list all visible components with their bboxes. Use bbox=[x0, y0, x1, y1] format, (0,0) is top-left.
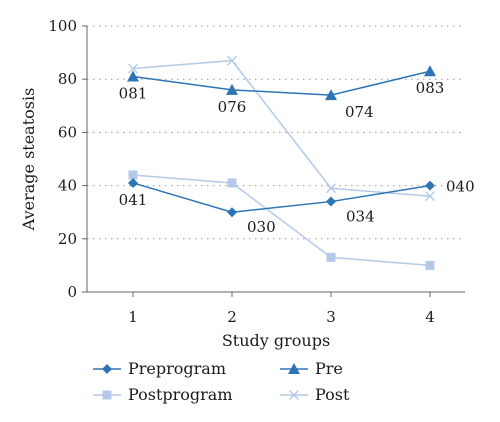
x-axis-title: Study groups bbox=[222, 331, 330, 350]
data-point-postprogram bbox=[227, 178, 237, 188]
data-label: 081 bbox=[119, 85, 148, 103]
series-line-preprogram bbox=[132, 182, 431, 213]
data-point-postprogram bbox=[326, 252, 336, 262]
data-point-postprogram bbox=[425, 260, 435, 270]
legend: Preprogram Postprogram Pre Post bbox=[93, 359, 350, 404]
data-label: 076 bbox=[218, 98, 247, 116]
legend-label: Post bbox=[315, 385, 350, 404]
x-tick-label: 1 bbox=[128, 308, 138, 326]
data-point-preprogram bbox=[128, 177, 138, 188]
data-point-post bbox=[326, 183, 336, 194]
legend-item-postprogram: Postprogram bbox=[93, 385, 233, 404]
x-tick-labels: 1 2 3 4 bbox=[128, 292, 435, 326]
y-tick-label: 100 bbox=[48, 17, 77, 35]
data-labels: 041 030 034 040 081 076 074 083 bbox=[119, 79, 475, 236]
data-point-preprogram bbox=[326, 196, 336, 207]
y-axis-title: Average steatosis bbox=[19, 88, 38, 232]
data-point-pre bbox=[226, 83, 238, 95]
legend-item-preprogram: Preprogram bbox=[93, 359, 226, 378]
gridlines bbox=[82, 25, 465, 293]
data-point-post bbox=[128, 63, 138, 74]
series-pre bbox=[127, 65, 436, 101]
y-tick-labels: 0 20 40 60 80 100 bbox=[48, 17, 77, 301]
data-label: 041 bbox=[119, 191, 148, 209]
series-line-postprogram bbox=[132, 174, 431, 267]
data-label: 040 bbox=[446, 178, 475, 196]
y-tick-label: 0 bbox=[67, 283, 77, 301]
series-postprogram bbox=[128, 170, 435, 270]
data-point-pre bbox=[424, 65, 436, 77]
x-tick-label: 2 bbox=[227, 308, 237, 326]
series-preprogram bbox=[128, 177, 435, 218]
legend-item-post: Post bbox=[280, 385, 350, 404]
data-point-pre bbox=[127, 70, 139, 82]
legend-label: Postprogram bbox=[128, 385, 233, 404]
data-point-post bbox=[227, 55, 237, 66]
series-lines bbox=[127, 55, 436, 270]
data-point-preprogram bbox=[425, 180, 435, 191]
series-line-pre bbox=[132, 70, 431, 96]
x-tick-label: 4 bbox=[425, 308, 435, 326]
data-label: 034 bbox=[346, 208, 375, 226]
series-line-post bbox=[132, 59, 431, 197]
data-point-post bbox=[425, 191, 435, 202]
legend-marker-postprogram bbox=[102, 390, 112, 400]
legend-item-pre: Pre bbox=[280, 359, 343, 378]
axes bbox=[86, 26, 465, 293]
legend-marker-preprogram bbox=[102, 364, 112, 374]
legend-marker-post bbox=[289, 390, 299, 400]
data-label: 074 bbox=[345, 103, 374, 121]
y-tick-label: 60 bbox=[58, 123, 77, 141]
y-tick-label: 40 bbox=[58, 177, 77, 195]
y-tick-label: 20 bbox=[58, 230, 77, 248]
series-post bbox=[128, 55, 435, 202]
x-tick-label: 3 bbox=[326, 308, 336, 326]
data-point-postprogram bbox=[128, 170, 138, 180]
legend-label: Preprogram bbox=[128, 359, 226, 378]
legend-marker-pre bbox=[288, 363, 300, 374]
data-point-pre bbox=[325, 89, 337, 101]
data-label: 030 bbox=[247, 218, 276, 236]
data-point-preprogram bbox=[227, 207, 237, 218]
legend-label: Pre bbox=[315, 359, 343, 378]
y-tick-label: 80 bbox=[58, 70, 77, 88]
data-label: 083 bbox=[416, 79, 445, 97]
